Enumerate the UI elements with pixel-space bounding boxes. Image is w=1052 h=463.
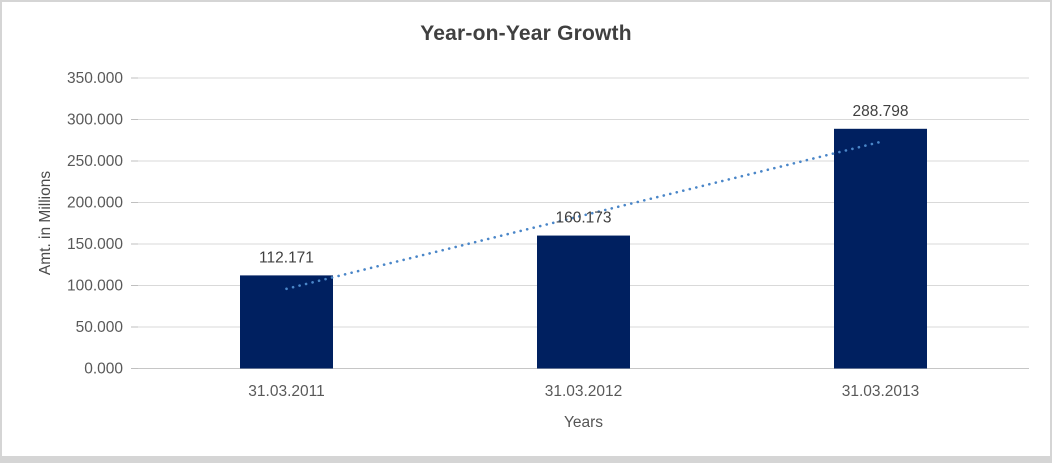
chart-title: Year-on-Year Growth xyxy=(420,22,632,45)
trendline xyxy=(285,140,882,291)
y-tick-label: 100.000 xyxy=(67,278,123,295)
y-tick-label: 250.000 xyxy=(67,153,123,170)
bar xyxy=(537,235,630,369)
y-tick-label: 150.000 xyxy=(67,236,123,253)
bar-value-label: 112.171 xyxy=(259,249,314,266)
y-tick-label: 300.000 xyxy=(67,112,123,129)
bar xyxy=(834,128,927,369)
x-tick-label: 31.03.2012 xyxy=(545,383,623,400)
y-tick-label: 50.000 xyxy=(76,319,124,336)
bar-value-label: 288.798 xyxy=(852,103,908,120)
y-tick-label: 200.000 xyxy=(67,195,123,212)
x-tick-label: 31.03.2013 xyxy=(842,383,920,400)
bar-value-label: 160.173 xyxy=(555,210,611,227)
y-tick-label: 0.000 xyxy=(84,361,123,378)
y-tick-label: 350.000 xyxy=(67,70,123,87)
bar xyxy=(240,275,333,369)
x-tick-label: 31.03.2011 xyxy=(248,383,324,400)
x-axis-title: Years xyxy=(563,414,604,431)
chart-plot-area: 0.000 50.000 100.000 150.000 200.000 250.000 3… xyxy=(67,70,1029,400)
